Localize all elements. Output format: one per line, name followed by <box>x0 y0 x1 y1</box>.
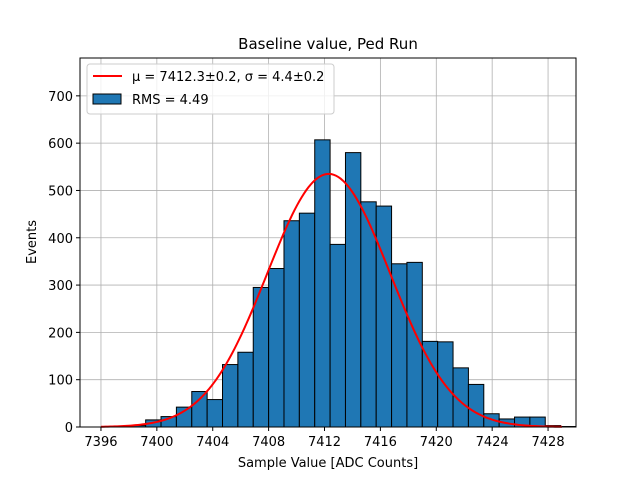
y-axis-ticks: 0 100 200 300 400 500 600 700 <box>48 90 80 436</box>
y-tick-label: 700 <box>48 90 73 105</box>
y-tick-label: 100 <box>48 374 73 389</box>
y-tick-label: 600 <box>48 137 73 152</box>
legend-histogram-label: RMS = 4.49 <box>132 93 209 108</box>
y-tick-label: 300 <box>48 279 73 294</box>
histogram-bar <box>237 351 254 428</box>
y-tick-label: 200 <box>48 326 73 341</box>
gaussian-fit-curve <box>100 172 563 428</box>
histogram-bar <box>283 220 300 428</box>
y-tick-label: 0 <box>65 421 73 436</box>
legend-box <box>86 63 335 115</box>
x-tick-label: 7420 <box>420 435 453 450</box>
chart-title: Baseline value, Ped Run <box>238 35 418 53</box>
histogram-bar <box>329 243 346 428</box>
x-axis-ticks: 7396 7400 7404 7408 7412 7416 7420 7424 7428 <box>84 427 565 450</box>
y-axis-label: Events <box>25 220 40 264</box>
y-tick-label: 400 <box>48 232 73 247</box>
x-tick-label: 7424 <box>476 435 509 450</box>
histogram-bar <box>298 212 316 428</box>
histogram-bar <box>268 268 285 428</box>
histogram-bar <box>421 340 439 428</box>
legend-histogram-swatch <box>92 93 122 105</box>
histogram-bar <box>391 263 408 428</box>
x-tick-label: 7396 <box>84 435 117 450</box>
x-tick-label: 7400 <box>140 435 173 450</box>
x-tick-label: 7412 <box>308 435 341 450</box>
x-tick-label: 7404 <box>196 435 229 450</box>
plot-area-frame <box>79 57 577 428</box>
legend: μ = 7412.3±0.2, σ = 4.4±0.2 RMS = 4.49 <box>86 63 335 115</box>
x-axis-label: Sample Value [ADC Counts] <box>238 456 418 471</box>
histogram-bar <box>467 383 485 428</box>
histogram-bar <box>252 286 270 428</box>
legend-fit-label: μ = 7412.3±0.2, σ = 4.4±0.2 <box>132 70 324 85</box>
histogram-bar <box>191 391 208 428</box>
x-tick-label: 7408 <box>252 435 285 450</box>
x-tick-label: 7416 <box>364 435 397 450</box>
x-tick-label: 7428 <box>532 435 565 450</box>
histogram-bar <box>222 364 239 428</box>
y-tick-label: 500 <box>48 184 73 199</box>
histogram-bar <box>375 205 393 428</box>
histogram-bar <box>314 139 331 428</box>
histogram-bar <box>206 399 224 428</box>
